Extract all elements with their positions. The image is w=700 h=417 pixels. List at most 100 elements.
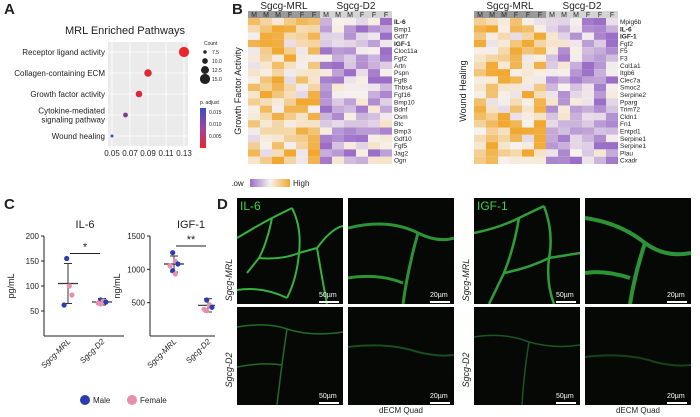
heatmap-cell	[368, 91, 380, 99]
heatmap-cell	[486, 105, 498, 113]
heatmap-cell	[272, 149, 284, 157]
group-label-d2: Sgcg-D2	[337, 1, 376, 12]
sex-label: F	[514, 12, 518, 19]
heatmap-cell	[510, 134, 522, 143]
heatmap-cell	[498, 25, 510, 33]
heatmap-cell	[582, 120, 594, 128]
heatmap-cell	[534, 127, 546, 135]
heatmap-cell	[308, 91, 320, 99]
heatmap-cell	[332, 76, 344, 84]
heatmap-cell	[320, 39, 332, 48]
heatmap-cell	[582, 112, 594, 121]
heatmap-cell	[248, 156, 260, 164]
heatmap-cell	[284, 120, 296, 128]
heatmap-cell	[606, 127, 618, 135]
data-point	[66, 283, 72, 289]
gene-label: Fgf2	[394, 56, 407, 63]
scale-label: 50µm	[319, 393, 337, 400]
heatmap-cell	[558, 61, 570, 70]
heatmap-cell	[522, 25, 534, 33]
heatmap-cell	[272, 61, 284, 70]
padjust-colorbar	[200, 108, 206, 148]
il6-mrl-decm-image: 20µm	[348, 198, 454, 304]
heatmap-cell	[510, 69, 522, 77]
panel-letter-c: C	[4, 196, 15, 213]
sex-header-cell	[260, 11, 272, 18]
heatmap-cell	[332, 98, 344, 106]
heatmap-cell	[332, 134, 344, 143]
heatmap-cell	[606, 76, 618, 84]
x-tick-label: 0.13	[176, 149, 192, 158]
sex-header-cell	[570, 11, 582, 18]
heatmap-cell	[522, 69, 534, 77]
heatmap-cell	[368, 156, 380, 164]
gene-label: Fgf16	[394, 92, 411, 99]
heatmap-cell	[534, 47, 546, 55]
x-group-label: Sgcg-MRL	[39, 337, 72, 370]
heatmap-cell	[320, 91, 332, 99]
igf1-mrl-image: IGF-1 50µm	[474, 198, 580, 304]
heatmap-cell	[332, 83, 344, 91]
heatmap-cell	[296, 83, 308, 91]
x-group-label: Sgcg-MRL	[145, 337, 178, 370]
heatmap-cell	[368, 61, 380, 70]
heatmap-cell	[606, 120, 618, 128]
heatmap-cell	[272, 105, 284, 113]
heatmap-cell	[486, 83, 498, 91]
heatmap-cell	[332, 32, 344, 40]
heatmap-cell	[332, 127, 344, 135]
heatmap-cell	[498, 105, 510, 113]
heatmap-cell	[356, 127, 368, 135]
heatmap-cell	[558, 47, 570, 55]
sex-label: M	[275, 12, 281, 19]
sex-header-cell	[272, 11, 284, 18]
legend-female-label: Female	[140, 396, 167, 405]
sex-label: M	[335, 12, 341, 19]
heatmap-cell	[320, 25, 332, 33]
heatmap-cell	[248, 120, 260, 128]
heatmap-cell	[558, 25, 570, 33]
heatmap-cell	[606, 91, 618, 99]
heatmap-cell	[380, 120, 392, 128]
heatmap-cell	[380, 142, 392, 150]
sex-header-cell	[486, 11, 498, 18]
sex-label: F	[598, 12, 602, 19]
heatmap-cell	[248, 47, 260, 55]
heatmap-cell	[296, 98, 308, 106]
heatmap-cell	[498, 39, 510, 48]
heatmap-cell	[248, 39, 260, 48]
heatmap-cell	[332, 149, 344, 157]
heatmap-cell	[606, 112, 618, 121]
heatmap-cell	[260, 39, 272, 48]
il6-d2-image: 50µm	[237, 307, 343, 405]
heatmap-cell	[582, 83, 594, 91]
heatmap-cell	[344, 69, 356, 77]
heatmap-cell	[546, 69, 558, 77]
sex-header-cell	[558, 11, 570, 18]
heatmap-cell	[570, 112, 582, 121]
heatmap-cell	[380, 76, 392, 84]
heatmap-cell	[546, 18, 558, 26]
heatmap-cell	[260, 156, 272, 164]
heatmap-cell	[558, 149, 570, 157]
heatmap-cell	[474, 120, 486, 128]
heatmap-cell	[570, 120, 582, 128]
pathway-dot-plot: MRL Enriched Pathways Receptor ligand ac…	[14, 25, 222, 158]
heatmap-cell	[498, 134, 510, 143]
heatmap-cell	[248, 149, 260, 157]
heatmap-cell	[308, 39, 320, 48]
heatmap-cell	[546, 39, 558, 48]
heatmap-cell	[332, 39, 344, 48]
heatmap-cell	[570, 142, 582, 150]
il6-stain-label: IL-6	[240, 199, 261, 213]
heatmap-cell	[320, 156, 332, 164]
heatmap-cell	[356, 25, 368, 33]
pathway-dot	[135, 90, 143, 98]
gene-label: Fgf8	[394, 77, 407, 84]
elisa-title: IGF-1	[177, 219, 205, 231]
heatmap-cell	[510, 149, 522, 157]
heatmap-cell	[522, 54, 534, 62]
heatmap-cell	[344, 25, 356, 33]
heatmap-cell	[344, 156, 356, 164]
